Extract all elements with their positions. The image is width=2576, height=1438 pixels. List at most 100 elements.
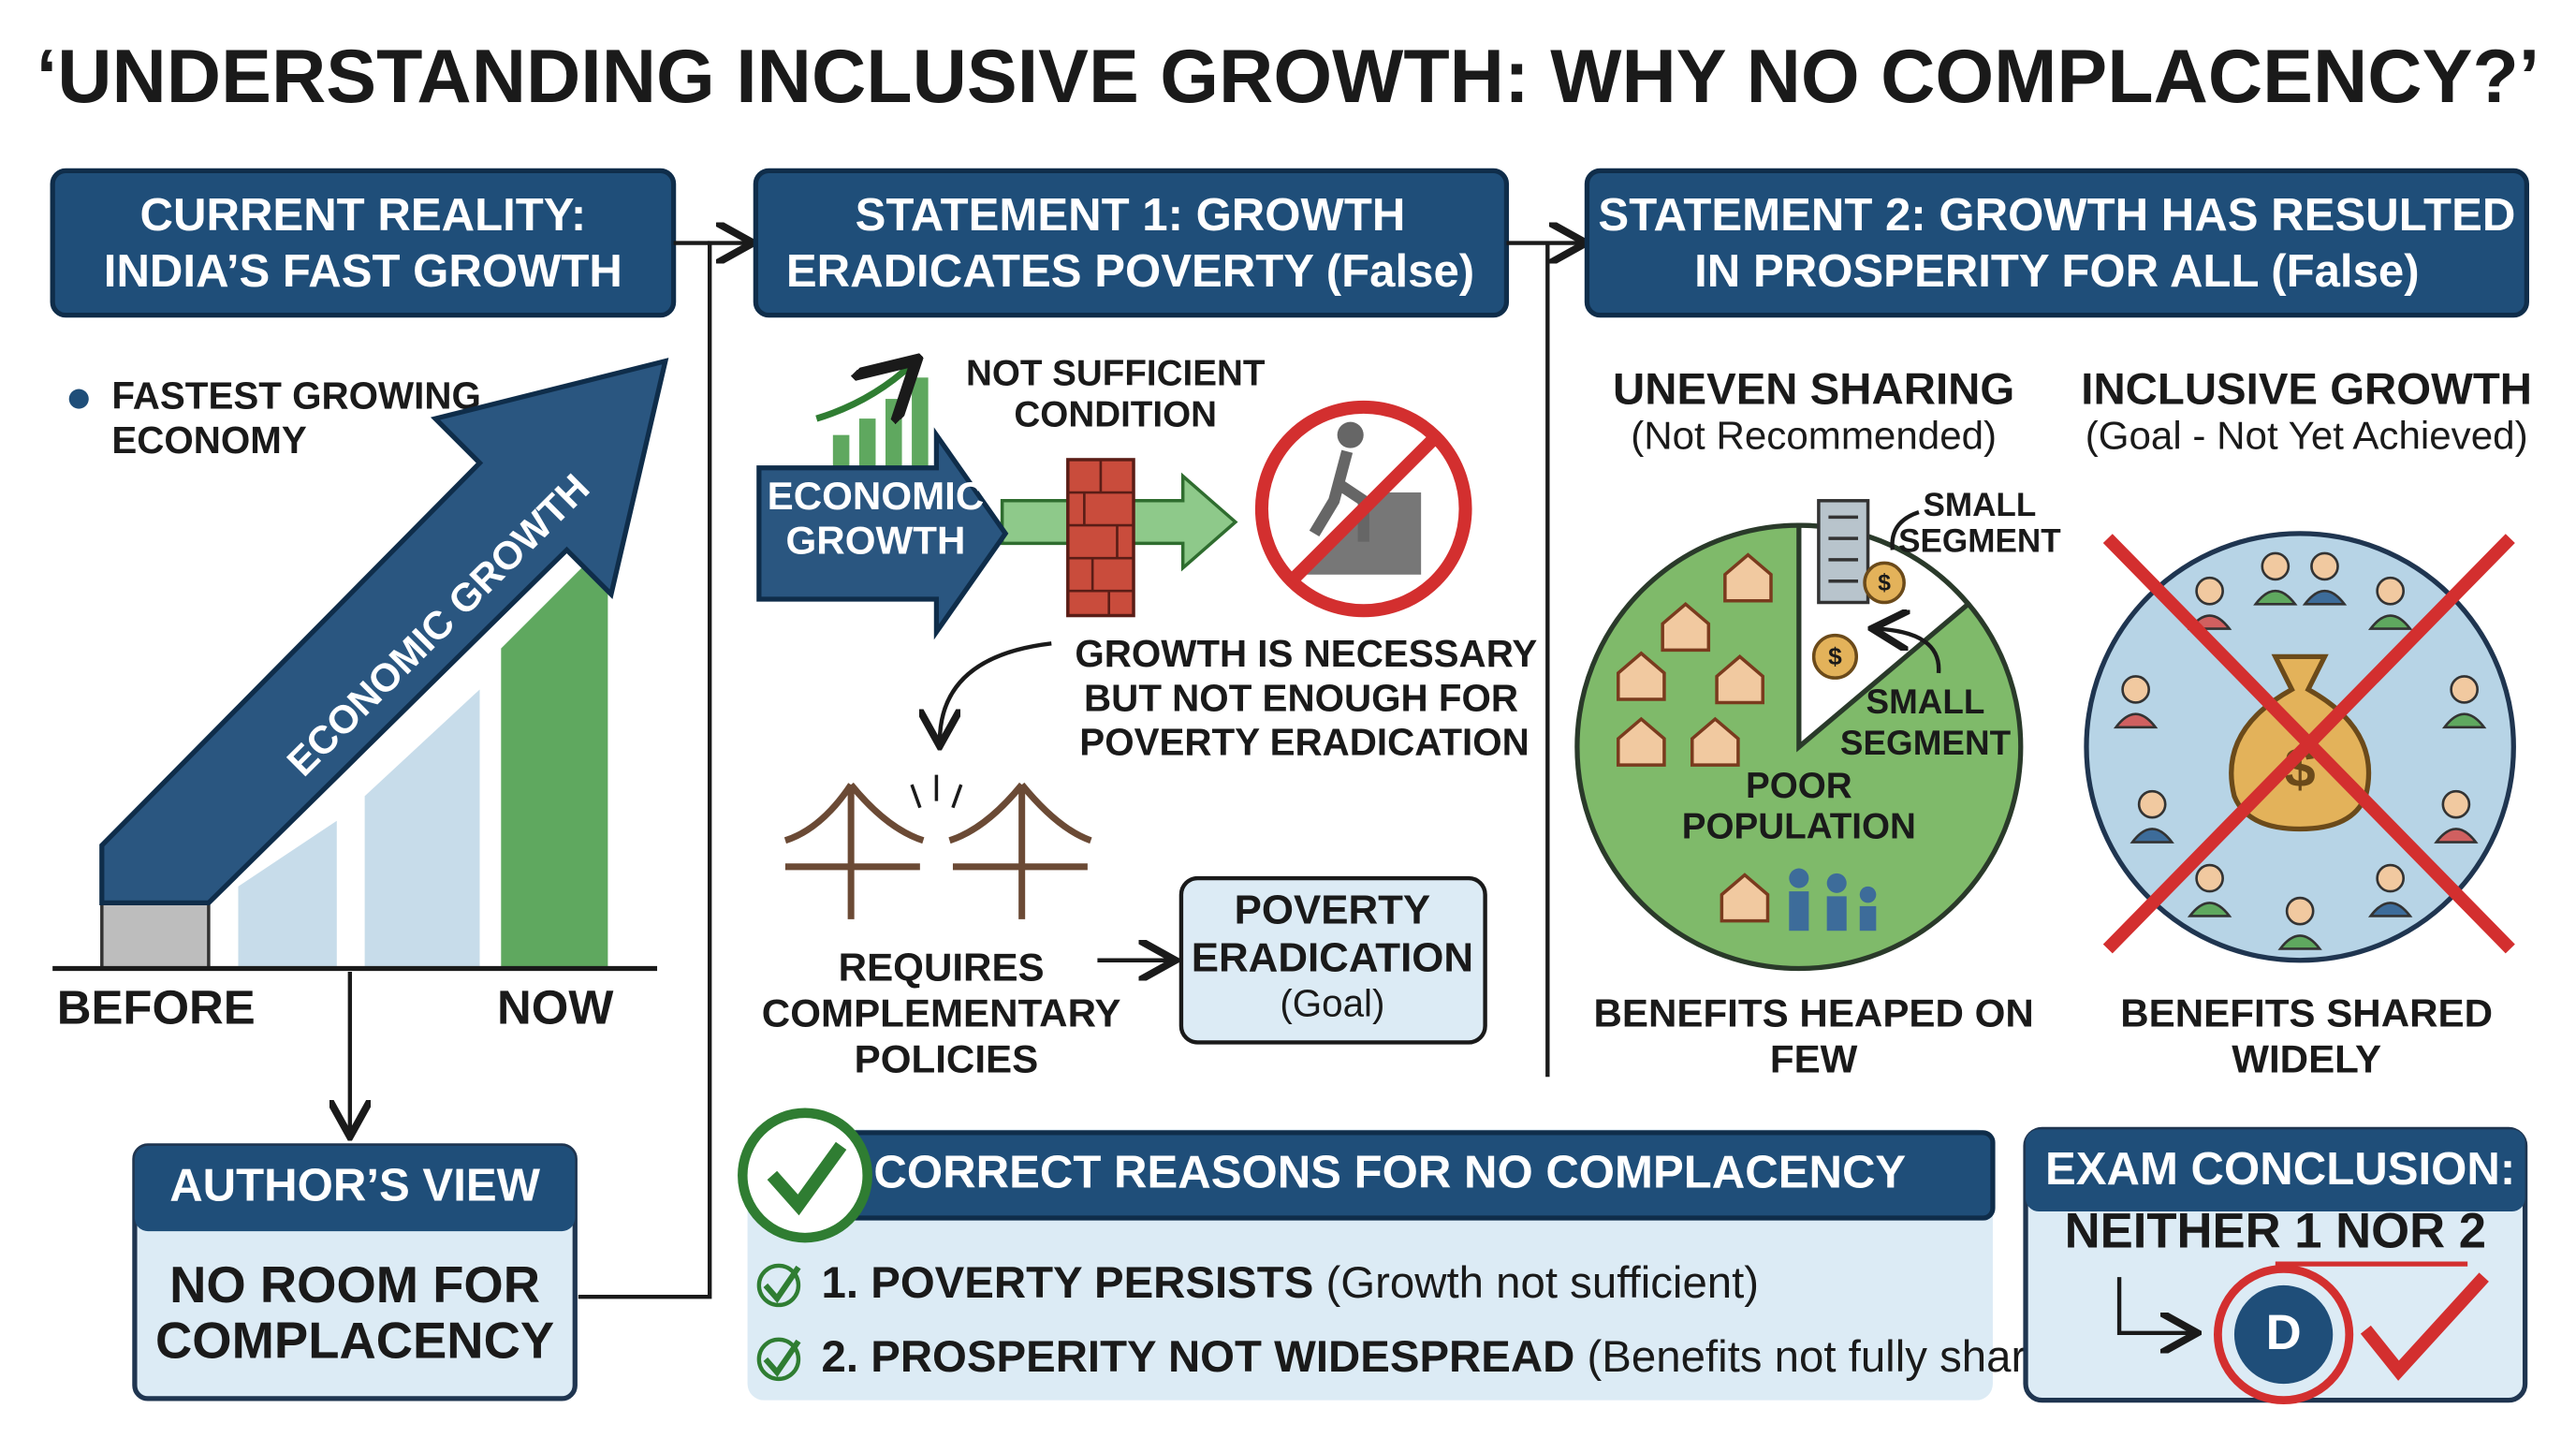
shape	[940, 641, 1052, 741]
shape	[2310, 551, 2339, 581]
shape	[1661, 601, 1711, 653]
reason-note: (Growth not sufficient)	[1325, 1257, 1759, 1307]
header-line: CURRENT REALITY:	[140, 190, 587, 241]
icon-group	[1617, 552, 1773, 923]
caption: BENEFITS HEAPED ON	[1593, 991, 2033, 1035]
header-line: STATEMENT 1: GROWTH	[856, 190, 1406, 241]
shape	[2137, 789, 2167, 819]
shape	[756, 1337, 801, 1382]
shape	[2434, 828, 2479, 844]
header-line: IN PROSPERITY FOR ALL (False)	[1694, 246, 2419, 297]
exam-panel: EXAM CONCLUSION: NEITHER 1 NOR 2 D	[2023, 1126, 2528, 1405]
header-line: INDIA’S FAST GROWTH	[104, 246, 622, 297]
shape	[2214, 1265, 2354, 1405]
note: GROWTH IS NECESSARY	[1075, 632, 1537, 675]
shape	[1584, 168, 2529, 318]
subheading-note: (Not Recommended)	[1631, 413, 1997, 457]
money-symbol: $	[1828, 642, 1842, 670]
shape	[1286, 432, 1441, 586]
shape	[2367, 614, 2413, 630]
header: AUTHOR’S VIEW	[169, 1160, 540, 1211]
caption: BENEFITS SHARED	[2120, 991, 2493, 1035]
pie-label: SEGMENT	[1898, 523, 2061, 560]
shape	[1067, 459, 1134, 616]
shape	[783, 782, 925, 919]
bullet: FASTEST GROWING	[111, 374, 481, 418]
pie-label: POOR	[1746, 766, 1852, 806]
money-symbol: $	[1878, 571, 1891, 596]
shape	[134, 1145, 576, 1232]
shape	[2233, 1284, 2334, 1385]
shape	[2376, 863, 2406, 893]
shape	[1826, 873, 1847, 893]
wall-label: NOT SUFFICIENT	[966, 354, 1266, 394]
shape	[2187, 902, 2232, 917]
shape	[1720, 873, 1770, 923]
subheading: UNEVEN SHARING	[1613, 365, 2014, 415]
shape	[1859, 886, 1877, 903]
shape	[2360, 1272, 2489, 1381]
shape	[1826, 896, 1847, 932]
shape	[1789, 891, 1809, 932]
shape	[364, 689, 480, 969]
shape	[1337, 421, 1364, 448]
axis-label: BEFORE	[57, 981, 256, 1034]
shape	[1789, 868, 1809, 888]
shape	[886, 399, 902, 468]
icon-group	[2113, 551, 2487, 950]
shape	[2277, 934, 2322, 950]
caption: WIDELY	[2232, 1037, 2381, 1081]
shape	[1715, 654, 1764, 705]
bullet: ECONOMY	[111, 418, 307, 462]
shape	[2113, 712, 2159, 729]
axis-label: NOW	[497, 981, 613, 1034]
shape	[756, 1263, 801, 1308]
shape	[501, 541, 608, 969]
reason-note: (Benefits not fully shared)	[1587, 1331, 2089, 1381]
shape	[2026, 1129, 2525, 1212]
header-line: STATEMENT 2: GROWTH HAS RESULTED	[1598, 190, 2515, 241]
shape	[578, 243, 750, 1299]
header: CORRECT REASONS FOR NO COMPLACENCY	[873, 1147, 1906, 1197]
reasons-panel: CORRECT REASONS FOR NO COMPLACENCY 1. PO…	[738, 1108, 2090, 1401]
shape	[2441, 789, 2471, 819]
shape	[1617, 651, 1666, 701]
pie-label: SMALL	[1923, 487, 2036, 523]
shape	[756, 427, 1009, 640]
requires: REQUIRES	[839, 945, 1045, 989]
shape	[912, 377, 929, 468]
shape	[2195, 863, 2224, 893]
body-line: NO ROOM FOR	[169, 1256, 540, 1313]
shape	[99, 358, 669, 906]
shape	[2121, 675, 2150, 704]
note: BUT NOT ENOUGH FOR	[1084, 676, 1518, 719]
requires: POLICIES	[855, 1037, 1039, 1081]
shape	[2376, 576, 2406, 606]
answer: NEITHER 1 NOR 2	[2065, 1203, 2486, 1258]
shape	[910, 774, 963, 809]
shape	[1859, 905, 1877, 932]
note: POVERTY ERADICATION	[1079, 721, 1529, 764]
shape	[763, 1265, 801, 1303]
goal: ERADICATION	[1192, 934, 1473, 980]
shape	[1863, 561, 1906, 605]
shape	[238, 820, 337, 969]
shape	[948, 782, 1092, 919]
wall-label: CONDITION	[1014, 395, 1217, 435]
shape	[2116, 1277, 2193, 1333]
reason: 2. PROSPERITY NOT WIDESPREAD (Benefits n…	[822, 1331, 2090, 1381]
subheading: INCLUSIVE GROWTH	[2081, 365, 2532, 415]
shape	[1811, 633, 1859, 680]
shape	[738, 1108, 872, 1243]
goal: POVERTY	[1235, 887, 1431, 932]
body-line: COMPLACENCY	[155, 1312, 554, 1369]
header-line: ERADICATES POVERTY (False)	[786, 246, 1474, 297]
shape	[2441, 712, 2487, 729]
shape	[1617, 716, 1666, 767]
shape	[1723, 552, 1773, 603]
requires: COMPLEMENTARY	[762, 991, 1121, 1035]
shape	[1876, 629, 1941, 674]
arrow-label: GROWTH	[786, 519, 966, 563]
shape	[68, 389, 89, 409]
shape	[832, 434, 850, 468]
